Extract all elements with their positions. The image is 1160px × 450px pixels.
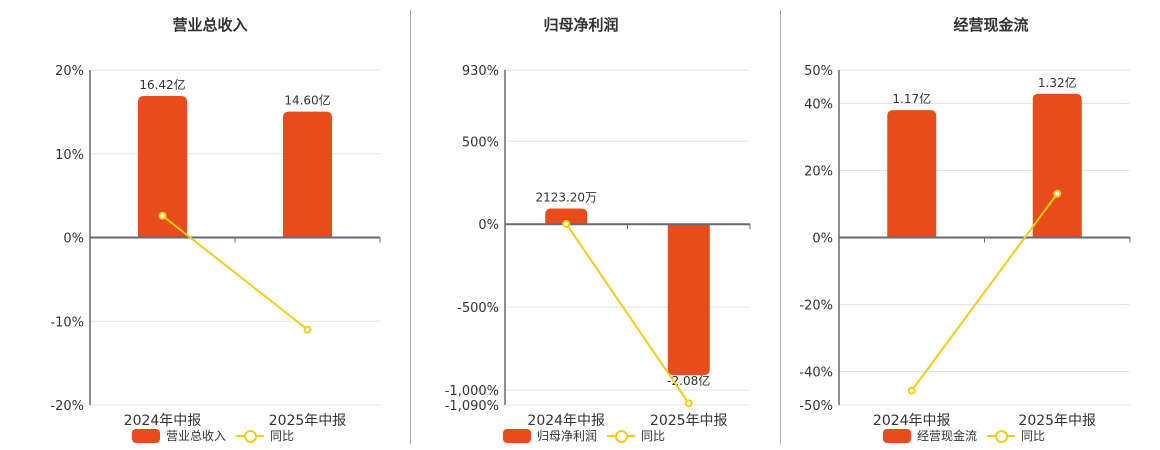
chart-legend: 经营现金流 同比	[883, 427, 1045, 444]
chart-legend: 营业总收入 同比	[132, 427, 294, 444]
legend-bar-label[interactable]: 归母净利润	[537, 429, 598, 443]
legend-line-label[interactable]: 同比	[641, 429, 666, 443]
chart-legend: 归母净利润 同比	[503, 427, 665, 444]
legend-line-label[interactable]: 同比	[1021, 429, 1046, 443]
chart-title: 归母净利润	[543, 16, 619, 34]
chart-panel-revenue: 营业总收入	[0, 0, 400, 450]
chart-title: 营业总收入	[172, 16, 248, 34]
legend-line-marker-icon[interactable]	[987, 429, 1016, 443]
legend-line-marker-icon[interactable]	[236, 429, 265, 443]
legend-bar-label[interactable]: 营业总收入	[166, 429, 227, 443]
legend-line-marker-icon[interactable]	[607, 429, 636, 443]
legend-line-label[interactable]: 同比	[270, 429, 295, 443]
chart-panel-net-profit: 归母净利润	[411, 0, 780, 450]
panel-divider	[780, 10, 781, 444]
legend-bar-swatch[interactable]	[503, 428, 531, 443]
chart-panel-cashflow: 经营现金流	[781, 0, 1160, 450]
panel-divider	[410, 10, 411, 444]
legend-bar-swatch[interactable]	[132, 428, 160, 443]
legend-bar-swatch[interactable]	[883, 428, 911, 443]
chart-title: 经营现金流	[953, 16, 1029, 34]
legend-bar-label[interactable]: 经营现金流	[917, 429, 978, 443]
